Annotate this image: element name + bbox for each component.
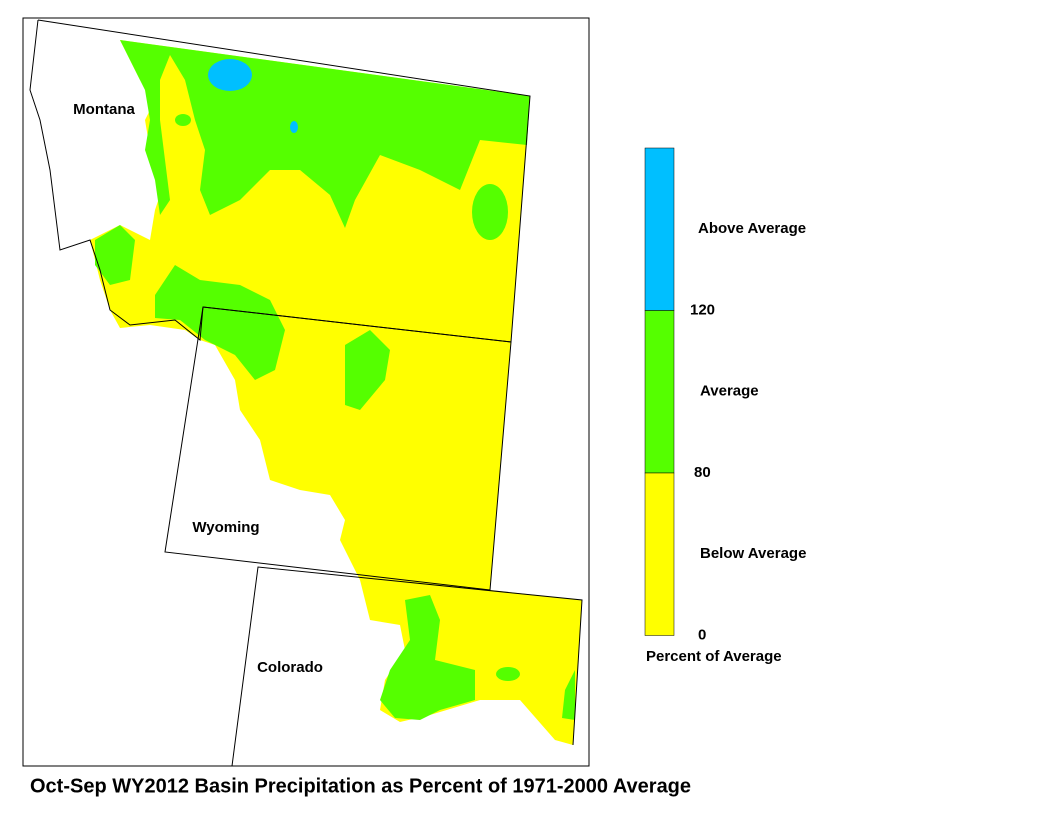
map: Montana Wyoming Colorado [22,17,590,767]
average-region [155,265,285,380]
legend-break: 0 [698,626,706,643]
colorado-border [231,566,583,767]
legend-caption: Percent of Average [646,648,782,665]
average-region [472,184,508,240]
legend: Percent of Average Above Average Average B… [644,147,806,665]
map-title: Oct-Sep WY2012 Basin Precipitation as Pe… [30,775,691,797]
below-average-region [90,40,582,745]
legend-break: 80 [694,464,711,481]
average-region [175,114,191,126]
legend-label: Above Average [698,220,806,237]
above-average-region [208,59,252,91]
average-region [380,595,475,720]
above-average-region [290,121,298,133]
legend-swatch [644,472,675,636]
average-region [496,667,520,681]
legend-break: 120 [690,301,715,318]
legend-label: Below Average [700,545,806,562]
legend-label: Average [700,383,759,400]
legend-swatch [644,147,675,311]
legend-swatch [644,310,675,474]
wyoming-border [164,306,512,591]
average-region [562,670,575,720]
state-label: Montana [73,101,135,118]
average-region [345,330,390,410]
state-label: Wyoming [192,519,259,536]
state-label: Colorado [257,659,323,676]
map-frame [22,17,590,767]
average-region [95,225,135,285]
